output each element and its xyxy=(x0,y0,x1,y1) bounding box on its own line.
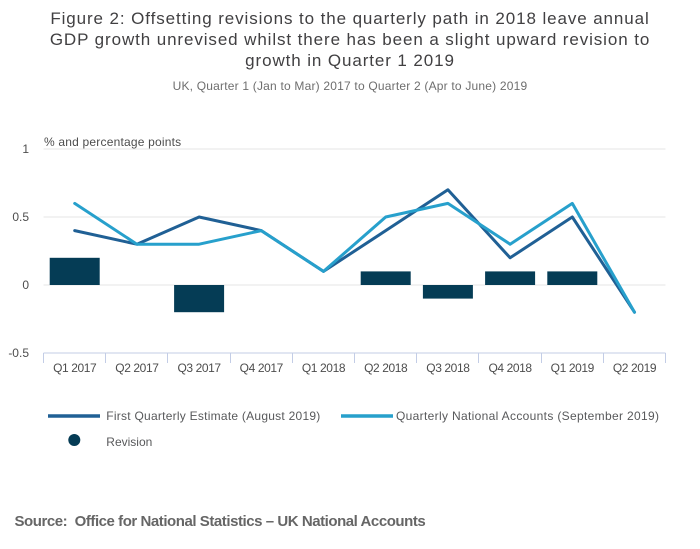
svg-text:% and percentage points: % and percentage points xyxy=(44,135,181,149)
svg-text:Q3 2018: Q3 2018 xyxy=(426,361,470,375)
svg-text:Q2 2019: Q2 2019 xyxy=(613,361,657,375)
svg-text:Q1 2017: Q1 2017 xyxy=(53,361,97,375)
svg-text:Revision: Revision xyxy=(106,435,152,449)
svg-text:1: 1 xyxy=(22,142,29,156)
svg-text:Source: Office for National S: Source: Office for National Statistics –… xyxy=(15,513,426,530)
svg-text:-0.5: -0.5 xyxy=(8,346,29,360)
svg-text:Q1 2018: Q1 2018 xyxy=(302,361,346,375)
svg-text:Q1 2019: Q1 2019 xyxy=(551,361,595,375)
svg-text:Q3 2017: Q3 2017 xyxy=(177,361,221,375)
svg-text:Q4 2017: Q4 2017 xyxy=(240,361,284,375)
svg-text:First Quarterly Estimate (Augu: First Quarterly Estimate (August 2019) xyxy=(106,409,320,423)
svg-text:Quarterly National Accounts (S: Quarterly National Accounts (September 2… xyxy=(396,409,659,423)
svg-text:Q2 2017: Q2 2017 xyxy=(115,361,159,375)
svg-text:Q4 2018: Q4 2018 xyxy=(488,361,532,375)
svg-text:0: 0 xyxy=(22,278,29,292)
svg-text:0.5: 0.5 xyxy=(12,210,29,224)
svg-text:Q2 2018: Q2 2018 xyxy=(364,361,408,375)
